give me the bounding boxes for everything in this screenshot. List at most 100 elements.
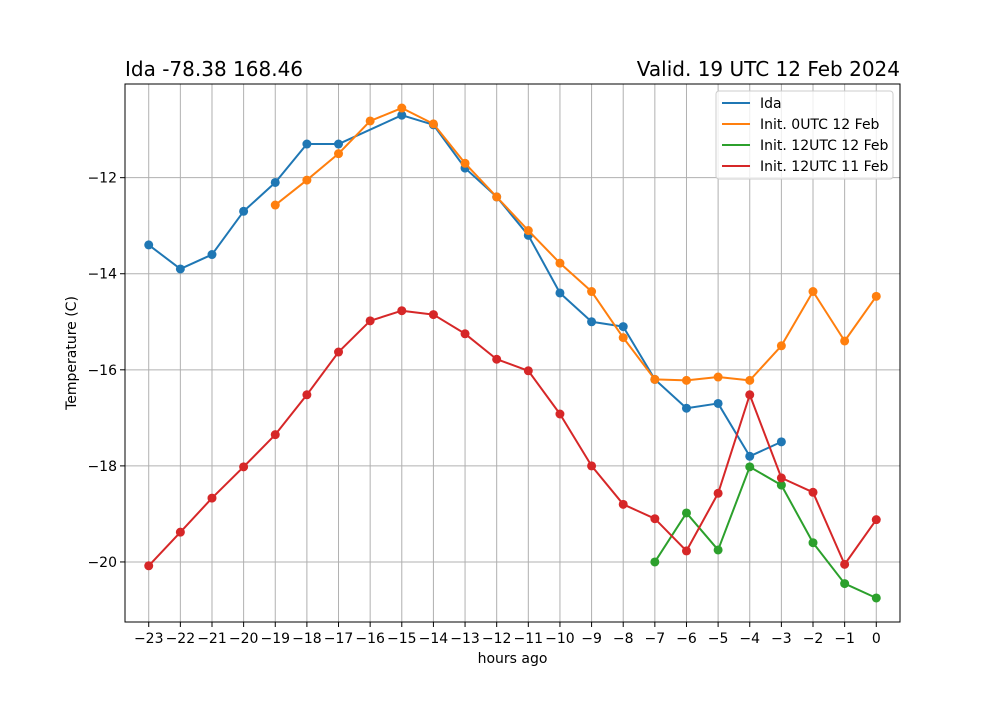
y-tick-label: −18 bbox=[87, 459, 117, 475]
data-point-ida bbox=[713, 398, 723, 408]
x-tick-label: −3 bbox=[771, 631, 792, 647]
data-point-ida bbox=[555, 288, 565, 298]
series-line-init-12utc-12-feb bbox=[654, 465, 877, 599]
series-group bbox=[144, 103, 881, 603]
data-point-init-12utc-11-feb bbox=[302, 390, 312, 400]
data-point-init-12utc-11-feb bbox=[239, 462, 249, 472]
data-point-init-12utc-12-feb bbox=[776, 480, 786, 490]
y-tick-label: −12 bbox=[87, 171, 117, 187]
legend-entries: Ida Init. 0UTC 12 Feb Init. 12UTC 12 Feb In… bbox=[722, 96, 888, 175]
data-point-init-12utc-12-feb bbox=[650, 557, 660, 567]
x-tick-label: −7 bbox=[645, 631, 666, 647]
data-point-init-12utc-11-feb bbox=[555, 409, 565, 419]
data-point-init-0utc-12-feb bbox=[871, 291, 881, 301]
data-point-ida bbox=[302, 139, 312, 149]
chart-title-right: Valid. 19 UTC 12 Feb 2024 bbox=[637, 57, 900, 81]
data-point-init-12utc-11-feb bbox=[713, 488, 723, 498]
x-tick-label: −18 bbox=[292, 631, 322, 647]
data-point-init-12utc-11-feb bbox=[270, 430, 280, 440]
series-init-0utc-12-feb bbox=[270, 103, 881, 385]
data-point-init-12utc-12-feb bbox=[871, 593, 881, 603]
x-tick-label: −20 bbox=[229, 631, 259, 647]
data-point-init-0utc-12-feb bbox=[334, 149, 344, 159]
data-point-init-0utc-12-feb bbox=[713, 372, 723, 382]
data-point-ida bbox=[776, 437, 786, 447]
series-line-ida bbox=[148, 114, 782, 458]
legend-label: Init. 12UTC 11 Feb bbox=[760, 159, 888, 175]
x-tick-label: −5 bbox=[708, 631, 729, 647]
data-point-ida bbox=[334, 139, 344, 149]
data-point-init-12utc-11-feb bbox=[808, 487, 818, 497]
data-point-init-12utc-11-feb bbox=[460, 329, 470, 339]
x-tick-label: −6 bbox=[676, 631, 697, 647]
legend-label: Ida bbox=[760, 96, 782, 112]
x-tick-label: −4 bbox=[739, 631, 760, 647]
data-point-init-12utc-11-feb bbox=[492, 354, 502, 364]
series-init-12utc-11-feb bbox=[144, 306, 881, 571]
data-point-init-12utc-12-feb bbox=[681, 508, 691, 518]
legend-entry-ida: Ida bbox=[722, 96, 782, 112]
data-point-init-12utc-11-feb bbox=[523, 366, 533, 376]
data-point-init-12utc-11-feb bbox=[207, 493, 217, 503]
data-point-init-0utc-12-feb bbox=[492, 192, 502, 202]
data-point-init-12utc-11-feb bbox=[365, 316, 375, 326]
data-point-init-12utc-12-feb bbox=[713, 545, 723, 555]
data-point-ida bbox=[745, 451, 755, 461]
x-tick-label: −1 bbox=[834, 631, 855, 647]
data-point-init-12utc-11-feb bbox=[776, 473, 786, 483]
data-point-init-0utc-12-feb bbox=[587, 287, 597, 297]
data-point-ida bbox=[144, 240, 154, 250]
x-tick-label: −17 bbox=[324, 631, 354, 647]
data-point-init-12utc-11-feb bbox=[428, 310, 438, 320]
data-point-ida bbox=[397, 110, 407, 120]
data-point-init-0utc-12-feb bbox=[650, 374, 660, 384]
x-tick-label: −19 bbox=[260, 631, 290, 647]
y-tick-label: −16 bbox=[87, 363, 117, 379]
x-tick-label: −8 bbox=[613, 631, 634, 647]
chart-title-left: Ida -78.38 168.46 bbox=[125, 57, 303, 81]
x-tick-label: −15 bbox=[387, 631, 417, 647]
y-tick-label: −14 bbox=[87, 267, 117, 283]
data-point-init-0utc-12-feb bbox=[302, 175, 312, 185]
data-point-init-0utc-12-feb bbox=[555, 258, 565, 268]
data-point-init-0utc-12-feb bbox=[840, 336, 850, 346]
legend-entry-init-0utc-12-feb: Init. 0UTC 12 Feb bbox=[722, 117, 880, 133]
x-tick-label: −9 bbox=[581, 631, 602, 647]
legend-box bbox=[715, 90, 894, 180]
data-point-ida bbox=[270, 177, 280, 187]
data-point-ida bbox=[207, 250, 217, 260]
data-point-init-0utc-12-feb bbox=[365, 116, 375, 126]
x-tick-label: −11 bbox=[514, 631, 544, 647]
series-line-init-0utc-12-feb bbox=[274, 107, 878, 382]
legend-entry-init-12utc-11-feb: Init. 12UTC 11 Feb bbox=[722, 159, 888, 175]
data-point-init-12utc-11-feb bbox=[175, 527, 185, 537]
data-point-init-0utc-12-feb bbox=[618, 333, 628, 343]
data-point-init-0utc-12-feb bbox=[428, 119, 438, 129]
x-tick-label: −2 bbox=[803, 631, 824, 647]
data-point-init-0utc-12-feb bbox=[681, 375, 691, 385]
x-axis-label: hours ago bbox=[478, 651, 548, 667]
data-point-ida bbox=[239, 206, 249, 216]
x-tick-label: −12 bbox=[482, 631, 512, 647]
data-point-init-12utc-12-feb bbox=[745, 462, 755, 472]
data-point-init-12utc-11-feb bbox=[681, 546, 691, 556]
series-init-12utc-12-feb bbox=[650, 462, 881, 603]
series-ida bbox=[144, 110, 786, 461]
data-point-ida bbox=[175, 264, 185, 274]
x-tick-label: −22 bbox=[166, 631, 196, 647]
legend-label: Init. 12UTC 12 Feb bbox=[760, 138, 888, 154]
plot-area-frame bbox=[124, 83, 901, 623]
data-point-init-0utc-12-feb bbox=[270, 200, 280, 210]
data-point-init-0utc-12-feb bbox=[745, 375, 755, 385]
grid-lines bbox=[125, 84, 900, 622]
data-point-init-12utc-11-feb bbox=[618, 499, 628, 509]
y-axis-ticks: −20 −18 −16 −14 −12 bbox=[87, 171, 125, 571]
series-line-init-12utc-11-feb bbox=[147, 309, 878, 567]
data-point-init-12utc-11-feb bbox=[144, 561, 154, 571]
data-point-init-0utc-12-feb bbox=[523, 226, 533, 236]
legend: Ida Init. 0UTC 12 Feb Init. 12UTC 12 Feb In… bbox=[715, 90, 894, 180]
legend-entry-init-12utc-12-feb: Init. 12UTC 12 Feb bbox=[722, 138, 888, 154]
x-axis-ticks: −23 −22 −21 −20 −19 −18 −17 −16 −15 −14 −13 −12 −11−… bbox=[134, 622, 881, 647]
